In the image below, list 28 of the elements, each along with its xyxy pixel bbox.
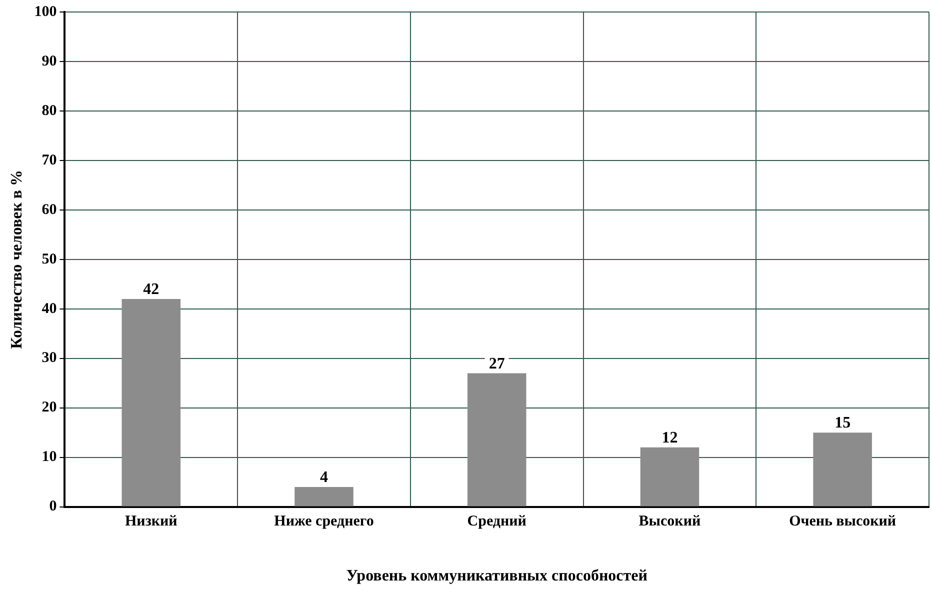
y-tick-label: 60 [42,202,57,218]
x-tick-label: Очень высокий [789,514,896,530]
data-label: 15 [834,414,851,432]
data-label: 27 [488,355,505,372]
y-tick-label: 80 [42,102,57,119]
x-tick-label: Высокий [638,514,701,530]
x-tick-label: Средний [467,514,527,530]
y-tick-label: 20 [42,400,57,416]
x-tick-label: Низкий [124,514,178,530]
y-tick-label: 90 [42,53,57,70]
y-tick-label: 70 [42,152,57,168]
data-label: 12 [662,430,678,447]
bar [640,447,700,506]
y-tick-label: 50 [42,251,57,268]
y-axis-title: Количество человек в % [8,170,26,349]
x-tick-label: Ниже среднего [274,514,374,530]
bar [813,432,872,506]
y-tick-label: 0 [49,498,57,515]
bar [467,373,526,506]
y-tick-label: 40 [42,300,57,317]
bar [122,298,181,506]
bar [294,487,354,506]
x-axis-title: Уровень коммуникативных способностей [346,568,648,585]
data-label: 4 [320,469,328,486]
data-label: 42 [143,281,160,298]
y-tick-label: 10 [42,449,57,466]
y-tick-label: 100 [34,4,57,20]
y-tick-label: 30 [42,350,57,366]
